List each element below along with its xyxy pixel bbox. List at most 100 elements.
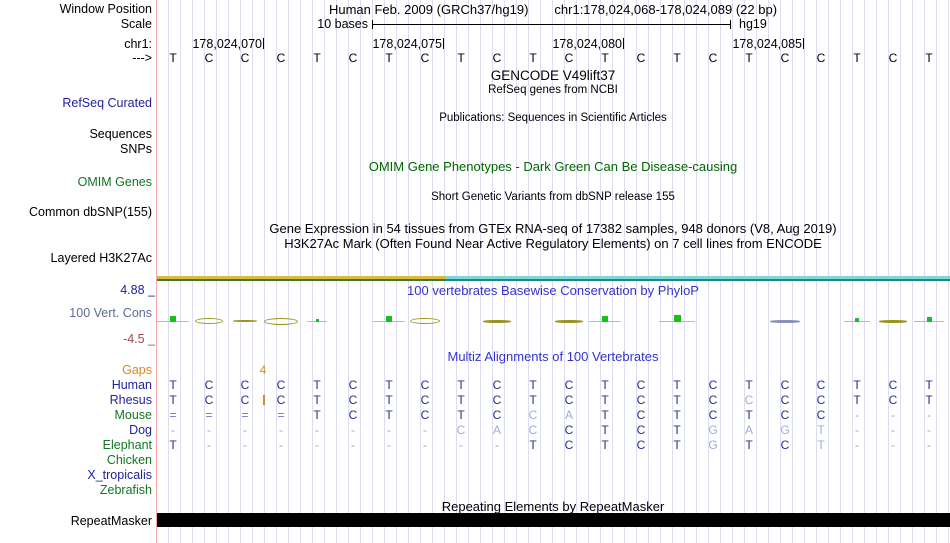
base-letter: T xyxy=(169,51,177,65)
conservation-mark-ellipse xyxy=(195,318,223,324)
alignment-cell: C xyxy=(780,438,790,452)
alignment-cell: T xyxy=(673,423,681,437)
alignment-cell: - xyxy=(387,438,391,452)
conservation-mark-square xyxy=(926,317,932,322)
alignment-cell: - xyxy=(855,423,859,437)
track-gridlines xyxy=(157,0,950,543)
conservation-mark-square xyxy=(386,316,392,322)
gtex-track-title: Gene Expression in 54 tissues from GTEx … xyxy=(269,221,837,236)
base-letter: C xyxy=(348,51,358,65)
base-letter: C xyxy=(240,51,250,65)
track-label-common-dbsnp[interactable]: Common dbSNP(155) xyxy=(29,205,152,219)
alignment-cell: C xyxy=(708,378,718,392)
alignment-cell: = xyxy=(241,408,249,422)
alignment-cell: C xyxy=(636,393,646,407)
h3k27ac-signal-segment-left[interactable] xyxy=(157,276,445,281)
track-label-sequences[interactable]: Sequences xyxy=(89,127,152,141)
alignment-cell: C xyxy=(816,393,826,407)
alignment-cell: T xyxy=(529,378,537,392)
alignment-cell: C xyxy=(420,408,430,422)
alignment-cell: C xyxy=(708,393,718,407)
repeatmasker-element-bar[interactable] xyxy=(157,513,950,527)
alignment-cell: T xyxy=(673,438,681,452)
conservation-mark-dash xyxy=(233,320,257,322)
alignment-cell: C xyxy=(816,378,826,392)
h3k27ac-track-title: H3K27Ac Mark (Often Found Near Active Re… xyxy=(284,236,822,251)
alignment-cell: - xyxy=(315,438,319,452)
phylop-track-title: 100 vertebrates Basewise Conservation by… xyxy=(407,283,699,298)
alignment-cell: T xyxy=(601,408,609,422)
alignment-cell: - xyxy=(351,423,355,437)
alignment-cell: C xyxy=(348,393,358,407)
dbsnp-track-title: Short Genetic Variants from dbSNP releas… xyxy=(431,191,675,203)
coordinate-label: 178,024,070 xyxy=(192,37,262,51)
alignment-cell: T xyxy=(673,378,681,392)
alignment-cell: C xyxy=(420,393,430,407)
track-label-refseq-curated[interactable]: RefSeq Curated xyxy=(62,96,152,110)
base-letter: C xyxy=(816,51,826,65)
alignment-cell: T xyxy=(745,378,753,392)
alignment-cell: - xyxy=(351,438,355,452)
alignment-cell: - xyxy=(855,438,859,452)
alignment-cell: C xyxy=(240,378,250,392)
base-letter: C xyxy=(780,51,790,65)
omim-track-title: OMIM Gene Phenotypes - Dark Green Can Be… xyxy=(368,159,738,174)
chrom-label: chr1: xyxy=(124,37,152,51)
alignment-cell: - xyxy=(891,408,895,422)
alignment-cell: - xyxy=(207,438,211,452)
alignment-cell: C xyxy=(456,423,466,437)
alignment-cell: T xyxy=(601,393,609,407)
alignment-cell: G xyxy=(708,438,718,452)
base-letter: T xyxy=(529,51,537,65)
coordinate-tick xyxy=(623,38,624,49)
alignment-cell: T xyxy=(745,438,753,452)
track-label-100-vert-cons[interactable]: 100 Vert. Cons xyxy=(69,306,152,320)
alignment-cell: T xyxy=(169,438,177,452)
alignment-cell: T xyxy=(169,393,177,407)
alignment-cell: T xyxy=(601,438,609,452)
species-label-chicken: Chicken xyxy=(106,453,152,467)
alignment-cell: C xyxy=(564,423,574,437)
scale-row-label: Scale xyxy=(120,17,152,31)
alignment-cell: T xyxy=(457,408,465,422)
track-label-repeatmasker[interactable]: RepeatMasker xyxy=(70,514,152,528)
alignment-cell: T xyxy=(457,393,465,407)
conservation-mark-ellipse xyxy=(410,318,440,324)
alignment-cell: C xyxy=(564,378,574,392)
alignment-cell: G xyxy=(708,423,718,437)
alignment-cell: C xyxy=(888,378,898,392)
coordinate-tick xyxy=(263,38,264,49)
alignment-cell: = xyxy=(205,408,213,422)
alignment-cell: - xyxy=(891,438,895,452)
alignment-cell: - xyxy=(243,438,247,452)
scale-bar-left-tick xyxy=(372,20,373,29)
alignment-cell: - xyxy=(927,438,931,452)
track-label-layered-h3k27ac[interactable]: Layered H3K27Ac xyxy=(50,251,152,265)
track-label-omim-genes[interactable]: OMIM Genes xyxy=(77,175,152,189)
track-label-snps[interactable]: SNPs xyxy=(120,142,152,156)
alignment-cell: T xyxy=(529,438,537,452)
base-letter: T xyxy=(853,51,861,65)
alignment-cell: C xyxy=(204,393,214,407)
base-letter: T xyxy=(745,51,753,65)
alignment-cell: T xyxy=(529,393,537,407)
alignment-cell: - xyxy=(423,438,427,452)
conservation-mark-square xyxy=(673,315,681,322)
species-label-rhesus: Rhesus xyxy=(109,393,152,407)
assembly-short-label: hg19 xyxy=(739,17,767,31)
h3k27ac-signal-segment-right[interactable] xyxy=(445,276,950,281)
alignment-cell: C xyxy=(780,378,790,392)
base-letter: C xyxy=(888,51,898,65)
alignment-cell: G xyxy=(780,423,790,437)
species-label-zebrafish: Zebrafish xyxy=(99,483,152,497)
region-position: chr1:178,024,068-178,024,089 (22 bp) xyxy=(554,2,778,17)
scale-bar-text: 10 bases xyxy=(317,17,368,31)
alignment-cell: C xyxy=(348,408,358,422)
alignment-cell: C xyxy=(204,378,214,392)
scale-bar-line xyxy=(372,24,730,25)
base-letter: C xyxy=(708,51,718,65)
strand-arrow-label: ---> xyxy=(132,51,152,65)
alignment-cell: - xyxy=(495,438,499,452)
alignment-cell: - xyxy=(243,423,247,437)
alignment-cell: - xyxy=(459,438,463,452)
